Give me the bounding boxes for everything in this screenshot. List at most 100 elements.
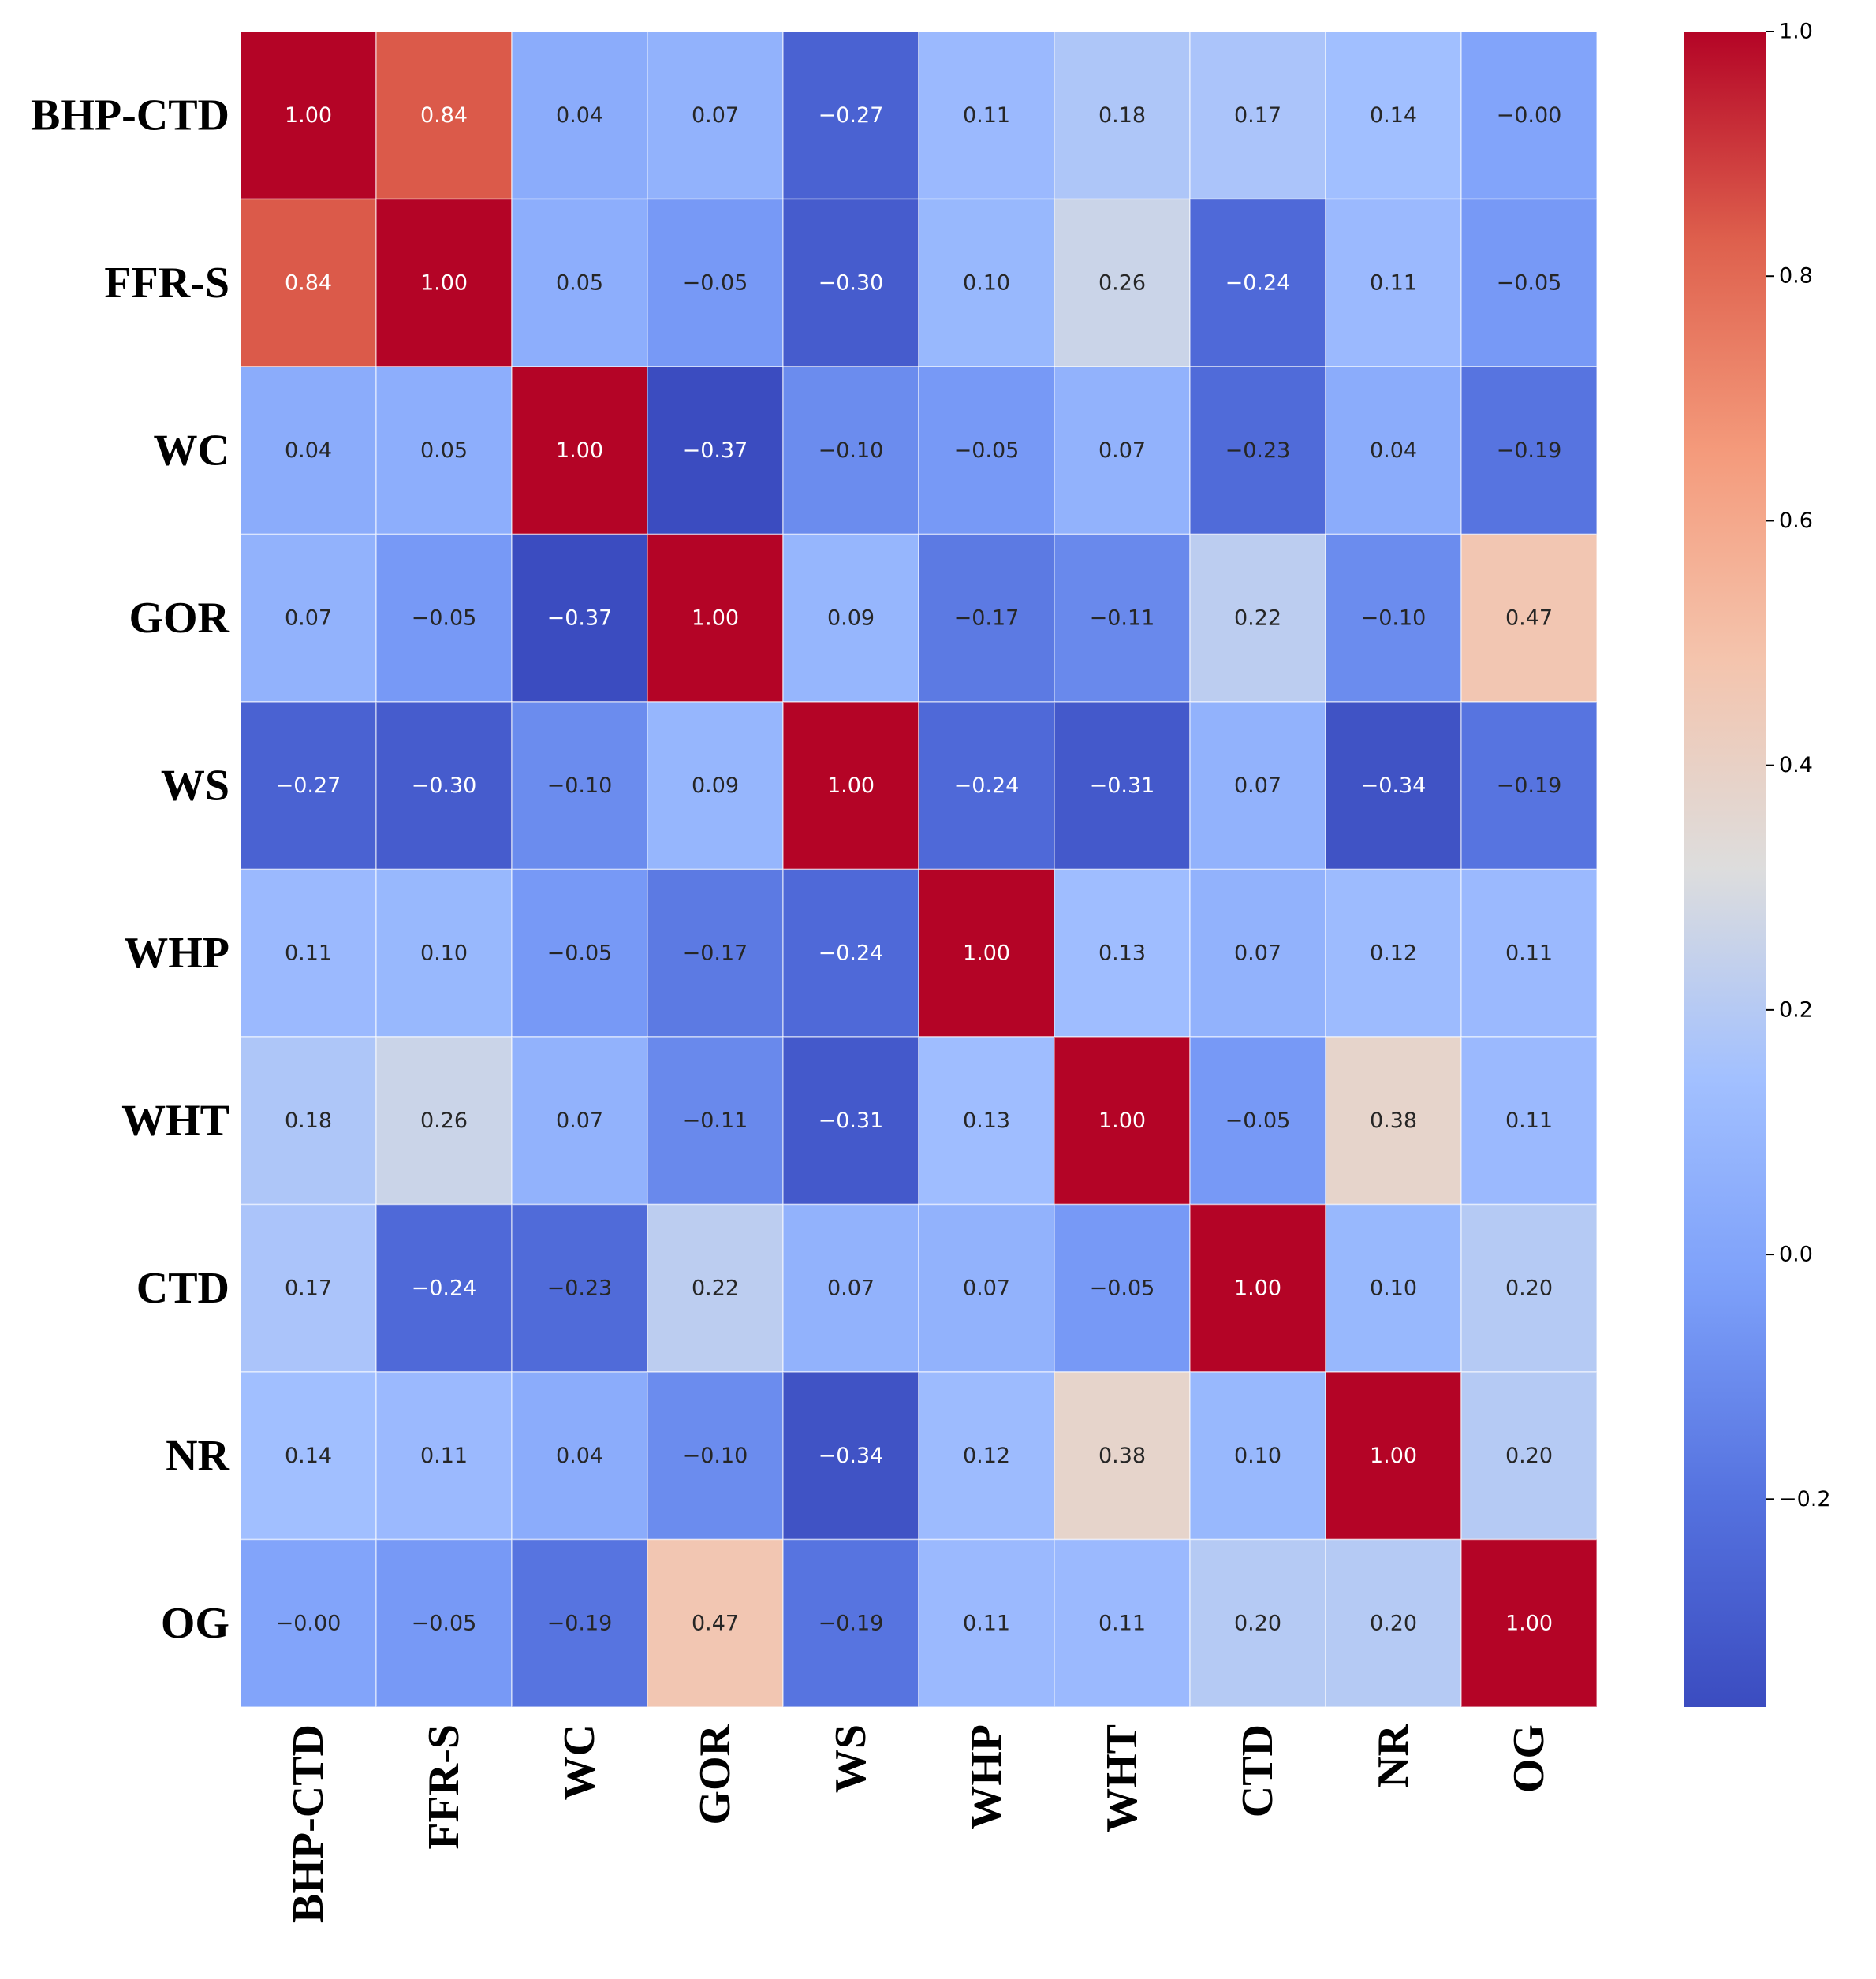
heatmap-cell-value: −0.11 [683, 1109, 748, 1133]
heatmap-cell [1189, 1036, 1326, 1206]
heatmap-cell-value: −0.30 [412, 773, 477, 798]
heatmap-cell-value: 0.11 [1098, 1611, 1146, 1635]
heatmap-cell-value: 0.47 [1505, 606, 1553, 630]
heatmap-cell [647, 198, 784, 367]
heatmap-cell [1325, 366, 1462, 535]
heatmap-cell [1054, 533, 1191, 703]
heatmap-cell-value: 0.18 [285, 1109, 332, 1133]
heatmap-cell-value: 0.07 [963, 1276, 1010, 1300]
heatmap-cell-value: −0.30 [819, 270, 884, 295]
heatmap-cell-value: −0.24 [412, 1276, 477, 1300]
heatmap-cell [1054, 366, 1191, 535]
heatmap-cell-value: 0.18 [1098, 103, 1146, 128]
heatmap-cell-value: −0.05 [547, 941, 613, 965]
heatmap-cell [375, 1371, 513, 1541]
heatmap-cell [918, 1371, 1055, 1541]
colorbar-ticks: 1.0 0.8 0.6 0.4 0.2 0.0 −0.2 [1766, 20, 1831, 1511]
heatmap-cell-value: 0.20 [1370, 1611, 1417, 1635]
heatmap-cell [1460, 31, 1598, 200]
heatmap-cell [782, 1371, 919, 1541]
heatmap-cell-value: 0.14 [285, 1444, 332, 1468]
heatmap-cell [240, 533, 377, 703]
heatmap-cell-value: 0.07 [556, 1109, 603, 1133]
colorbar-tick-label: 1.0 [1779, 20, 1813, 44]
heatmap-cell [918, 533, 1055, 703]
heatmap-cell [240, 1036, 377, 1206]
heatmap-cell-value: −0.17 [954, 606, 1020, 630]
colorbar-tick-label: 0.4 [1779, 753, 1813, 777]
heatmap-cell-value: 0.22 [1234, 606, 1281, 630]
heatmap-cell-value: −0.19 [819, 1611, 884, 1635]
heatmap-cell-value: 0.13 [963, 1109, 1010, 1133]
column-label: FFR-S [420, 1724, 468, 1850]
heatmap-cell-value: −0.23 [1225, 438, 1291, 463]
heatmap-cell [647, 1036, 784, 1206]
heatmap-cell-value: −0.00 [1497, 103, 1562, 128]
heatmap-cell [647, 1371, 784, 1541]
heatmap-cell-value: 1.00 [556, 438, 603, 463]
colorbar-tick-label: 0.8 [1779, 264, 1813, 289]
heatmap-cell [375, 198, 513, 367]
column-label: GOR [691, 1724, 740, 1824]
heatmap-cell [511, 1538, 648, 1708]
heatmap-cell-value: 0.07 [827, 1276, 875, 1300]
heatmap-cell [1460, 533, 1598, 703]
heatmap-cell [782, 366, 919, 535]
heatmap-cell [1325, 198, 1462, 367]
heatmap-cell [511, 31, 648, 200]
heatmap-cell-value: 0.11 [963, 103, 1010, 128]
heatmap-cell-value: −0.10 [547, 773, 613, 798]
heatmap-cell [918, 701, 1055, 870]
heatmap-cell-value: 0.20 [1234, 1611, 1281, 1635]
heatmap-cell-value: −0.24 [1225, 270, 1291, 295]
heatmap-cell-value: 0.47 [692, 1611, 739, 1635]
heatmap-cell-value: −0.27 [276, 773, 341, 798]
heatmap-cell [1460, 198, 1598, 367]
heatmap-cell-value: 1.00 [1370, 1444, 1417, 1468]
heatmap-cell [918, 198, 1055, 367]
heatmap-cell [1189, 533, 1326, 703]
column-label: OG [1505, 1724, 1553, 1793]
heatmap-cells [240, 31, 1598, 1708]
colorbar-tick-label: 0.0 [1779, 1243, 1813, 1267]
heatmap-cell-value: 0.07 [1234, 941, 1281, 965]
heatmap-cell-value: 0.05 [556, 270, 603, 295]
heatmap-cell-value: 0.07 [692, 103, 739, 128]
heatmap-cell [375, 1203, 513, 1373]
heatmap-cell [918, 31, 1055, 200]
heatmap-cell [511, 868, 648, 1038]
heatmap-cell [782, 701, 919, 870]
heatmap-cell [918, 1203, 1055, 1373]
heatmap-cell [782, 31, 919, 200]
row-label: FFR-S [104, 259, 229, 307]
column-label: WHT [1098, 1724, 1147, 1832]
heatmap-cell [240, 366, 377, 535]
column-label: WHP [962, 1724, 1011, 1830]
row-label: OG [161, 1599, 229, 1648]
heatmap-cell [918, 1538, 1055, 1708]
heatmap-cell-value: 1.00 [285, 103, 332, 128]
heatmap-cell-value: −0.37 [683, 438, 748, 463]
column-label: WS [826, 1724, 875, 1793]
heatmap-cell-value: −0.23 [547, 1276, 613, 1300]
heatmap-cell-value: 0.11 [1505, 941, 1553, 965]
column-labels: BHP-CTD FFR-S WC GOR WS WHP WHT CTD NR OG [284, 1724, 1553, 1923]
heatmap-cell-value: 0.04 [285, 438, 332, 463]
heatmap-cell-value: 0.20 [1505, 1276, 1553, 1300]
heatmap-cell-value: 0.04 [556, 1444, 603, 1468]
row-label: WS [161, 761, 229, 810]
heatmap-cell [1460, 1538, 1598, 1708]
heatmap-cell-value: 0.11 [1370, 270, 1417, 295]
heatmap-cell-value: −0.19 [1497, 438, 1562, 463]
heatmap-cell-value: 0.11 [963, 1611, 1010, 1635]
heatmap-cell [1325, 701, 1462, 870]
heatmap-cell [1189, 1538, 1326, 1708]
heatmap-cell-value: 0.14 [1370, 103, 1417, 128]
heatmap-cell [1054, 1538, 1191, 1708]
heatmap-cell [918, 1036, 1055, 1206]
heatmap-cell-value: 0.84 [285, 270, 332, 295]
heatmap-cell [375, 366, 513, 535]
heatmap-cell-value: 0.10 [420, 941, 468, 965]
colorbar-tick-label: 0.2 [1779, 997, 1813, 1022]
heatmap-cell [1054, 868, 1191, 1038]
